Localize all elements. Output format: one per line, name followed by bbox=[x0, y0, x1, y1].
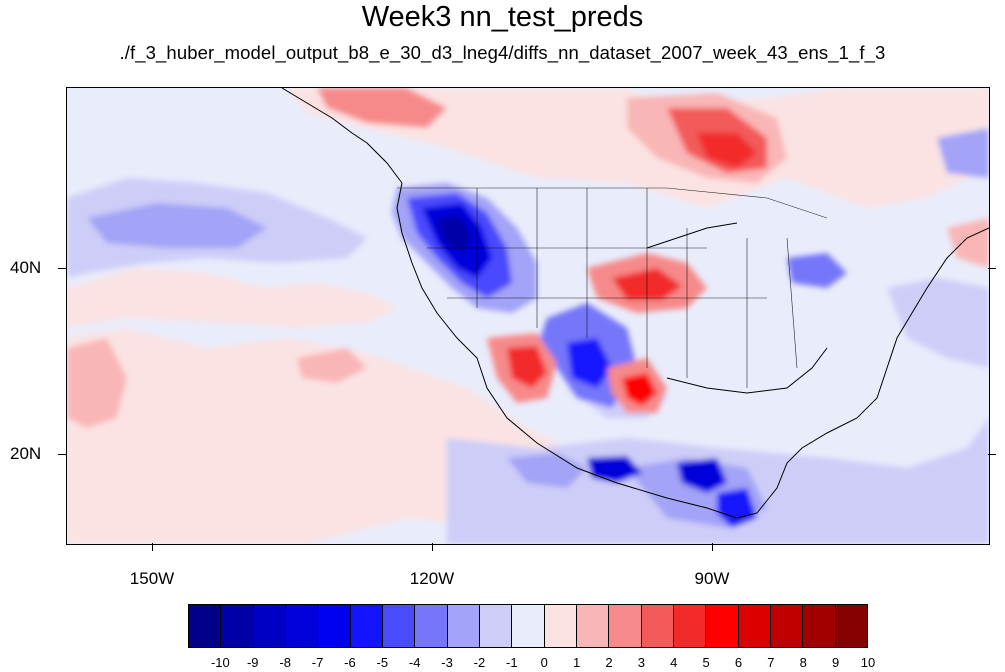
colorbar-level-label: -5 bbox=[376, 655, 389, 670]
colorbar-swatch bbox=[479, 605, 513, 647]
colorbar bbox=[188, 604, 868, 648]
colorbar-swatch bbox=[415, 605, 448, 647]
colorbar-swatch bbox=[835, 605, 867, 647]
colorbar-level-label: 1 bbox=[572, 655, 581, 670]
colorbar-level-label: -4 bbox=[408, 655, 421, 670]
colorbar-swatch bbox=[673, 605, 707, 647]
colorbar-swatch bbox=[770, 605, 804, 647]
colorbar-swatch bbox=[253, 605, 286, 647]
colorbar-swatch bbox=[382, 605, 416, 647]
colorbar-swatch bbox=[221, 605, 254, 647]
colorbar-swatch bbox=[706, 605, 739, 647]
lat-tick-40n-right bbox=[988, 268, 996, 269]
colorbar-level-label: 4 bbox=[670, 655, 678, 670]
colorbar-swatch bbox=[512, 605, 545, 647]
colorbar-level-label: 7 bbox=[767, 655, 775, 670]
colorbar-level-label: -9 bbox=[246, 655, 259, 670]
colorbar-level-label: -8 bbox=[279, 655, 291, 670]
colorbar-swatch bbox=[350, 605, 383, 647]
colorbar-level-label: 10 bbox=[860, 655, 876, 670]
colorbar-swatch bbox=[447, 605, 480, 647]
lon-label-150w: 150W bbox=[129, 569, 175, 588]
colorbar-level-label: -6 bbox=[344, 655, 356, 670]
lon-tick-120w bbox=[432, 543, 433, 551]
colorbar-level-label: 5 bbox=[702, 655, 710, 670]
colorbar-level-label: -1 bbox=[506, 655, 518, 670]
lat-tick-20n bbox=[58, 454, 66, 455]
colorbar-swatch bbox=[803, 605, 836, 647]
colorbar-level-label: -7 bbox=[311, 655, 324, 670]
colorbar-level-label: 0 bbox=[540, 655, 548, 670]
colorbar-swatch bbox=[641, 605, 674, 647]
lon-tick-90w bbox=[712, 543, 713, 551]
lat-tick-20n-right bbox=[988, 454, 996, 455]
lon-label-90w: 90W bbox=[694, 569, 730, 588]
colorbar-swatch bbox=[285, 605, 319, 647]
lat-label-20n: 20N bbox=[10, 444, 42, 463]
anomaly-field bbox=[67, 88, 989, 544]
lon-label-120w: 120W bbox=[409, 569, 455, 588]
colorbar-swatch bbox=[576, 605, 610, 647]
lat-tick-40n bbox=[58, 268, 66, 269]
colorbar-level-label: -3 bbox=[441, 655, 453, 670]
colorbar-level-label: 8 bbox=[799, 655, 807, 670]
colorbar-level-label: -10 bbox=[210, 655, 230, 670]
colorbar-swatch bbox=[544, 605, 577, 647]
lat-label-40n: 40N bbox=[10, 258, 42, 277]
colorbar-swatch bbox=[189, 605, 222, 647]
colorbar-level-label: -2 bbox=[473, 655, 486, 670]
colorbar-swatch bbox=[609, 605, 642, 647]
colorbar-swatch bbox=[318, 605, 351, 647]
colorbar-level-label: 3 bbox=[637, 655, 645, 670]
colorbar-level-label: 2 bbox=[605, 655, 613, 670]
lon-tick-150w bbox=[152, 543, 153, 551]
colorbar-level-label: 6 bbox=[734, 655, 743, 670]
plot-subtitle: ./f_3_huber_model_output_b8_e_30_d3_lneg… bbox=[119, 42, 886, 63]
colorbar-swatch bbox=[738, 605, 771, 647]
plot-title: Week3 nn_test_preds bbox=[361, 1, 644, 33]
colorbar-level-label: 9 bbox=[831, 655, 840, 670]
map-panel bbox=[66, 87, 990, 545]
